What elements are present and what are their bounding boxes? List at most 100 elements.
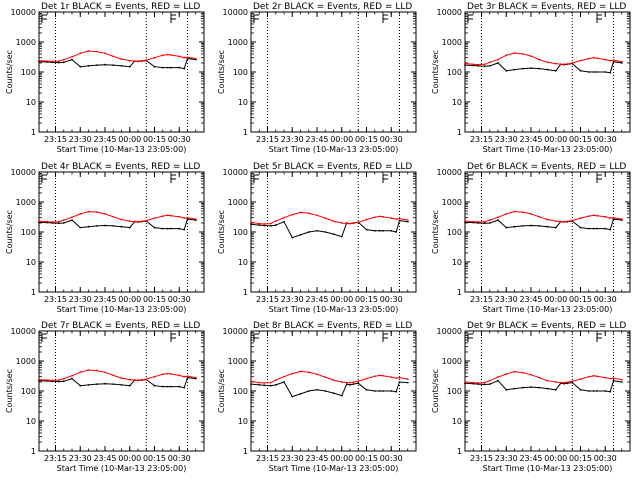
lld-point — [269, 222, 272, 225]
x-tick-label: 23:45 — [519, 295, 542, 304]
lld-point — [183, 375, 186, 378]
flag-marker — [596, 174, 602, 183]
events-point — [112, 64, 115, 66]
y-tick-label: 100 — [233, 228, 248, 237]
lld-point — [382, 374, 384, 377]
lld-point — [166, 53, 169, 56]
events-point — [596, 227, 598, 230]
lld-point — [505, 373, 508, 375]
x-tick-label: 23:15 — [470, 454, 493, 463]
lld-point — [104, 52, 106, 55]
lld-point — [140, 379, 143, 381]
x-tick-label: 00:30 — [168, 135, 191, 144]
events-point — [546, 225, 549, 228]
lld-point — [566, 63, 569, 65]
lld-point — [258, 222, 261, 225]
lld-point — [79, 213, 82, 215]
events-point — [128, 384, 131, 387]
lld-point — [112, 374, 115, 377]
events-point — [390, 390, 393, 392]
x-tick-label: 23:15 — [44, 135, 67, 144]
events-point — [546, 387, 549, 390]
plot-frame — [250, 171, 417, 293]
lld-point — [161, 54, 164, 57]
events-point — [183, 67, 186, 70]
events-point — [604, 71, 607, 73]
panel-title: Det 3r BLACK = Events, RED = LLD — [467, 2, 626, 12]
lld-point — [464, 381, 466, 383]
lld-point — [609, 377, 612, 380]
y-tick-label: 1 — [31, 288, 36, 297]
events-point — [505, 226, 508, 229]
y-tick-label: 10 — [26, 258, 36, 267]
lld-point — [559, 381, 562, 384]
lld-point — [137, 220, 139, 223]
events-point — [283, 220, 285, 223]
lld-point — [505, 54, 508, 57]
lld-point — [283, 216, 285, 219]
lld-point — [316, 214, 318, 217]
lld-point — [186, 56, 189, 59]
lld-point — [395, 377, 398, 379]
y-tick-label: 10000 — [223, 327, 248, 336]
events-point — [483, 222, 486, 225]
lld-point — [571, 219, 574, 222]
lld-point — [274, 220, 277, 223]
lld-point — [349, 381, 351, 384]
panel-title: Det 9r BLACK = Events, RED = LLD — [467, 321, 626, 331]
flag-marker — [253, 174, 259, 183]
y-tick-label: 10 — [238, 258, 248, 267]
x-tick-label: 00:00 — [330, 135, 353, 144]
lld-point — [566, 220, 569, 223]
lld-point — [483, 381, 486, 384]
events-point — [395, 231, 398, 233]
lld-point — [579, 378, 582, 380]
lld-point — [332, 379, 335, 381]
panel-det-9: Det 9r BLACK = Events, RED = LLD 1 10 100 10… — [431, 321, 631, 473]
events-point — [166, 66, 169, 69]
events-point — [340, 394, 343, 397]
lld-point — [554, 381, 557, 383]
x-tick-label: 23:15 — [470, 295, 493, 304]
lld-point — [46, 60, 49, 62]
events-point — [332, 233, 335, 236]
lld-point — [166, 372, 169, 375]
lld-point — [373, 375, 376, 378]
lld-point — [488, 219, 491, 222]
lld-point — [170, 214, 172, 217]
events-point — [186, 218, 189, 221]
events-point — [112, 383, 115, 385]
x-tick-label: 23:45 — [305, 295, 328, 304]
flag-marker — [41, 174, 47, 183]
events-point — [464, 64, 466, 66]
x-tick-label: 23:45 — [93, 135, 116, 144]
lld-point — [472, 63, 475, 66]
x-tick-label: 00:15 — [355, 135, 378, 144]
lld-point — [145, 59, 148, 61]
lld-point — [513, 210, 516, 213]
events-point — [395, 390, 398, 393]
events-point — [390, 229, 393, 232]
events-point — [57, 61, 60, 64]
flag-marker — [253, 14, 259, 23]
lld-point — [291, 372, 294, 375]
lld-point — [170, 373, 172, 375]
lld-point — [307, 371, 310, 374]
events-point — [153, 384, 156, 387]
lld-point — [488, 379, 491, 382]
events-point — [592, 227, 595, 230]
lld-point — [579, 217, 582, 220]
events-point — [95, 383, 98, 385]
events-point — [620, 62, 623, 64]
lld-point — [513, 370, 516, 373]
events-point — [609, 71, 612, 74]
lld-point — [186, 375, 189, 378]
x-tick-label: 00:30 — [594, 295, 617, 304]
lld-point — [530, 373, 532, 376]
lld-point — [365, 377, 368, 380]
series-lld-line — [38, 211, 196, 223]
lld-point — [587, 375, 590, 378]
lld-point — [299, 370, 302, 373]
x-tick-label: 00:15 — [569, 135, 592, 144]
